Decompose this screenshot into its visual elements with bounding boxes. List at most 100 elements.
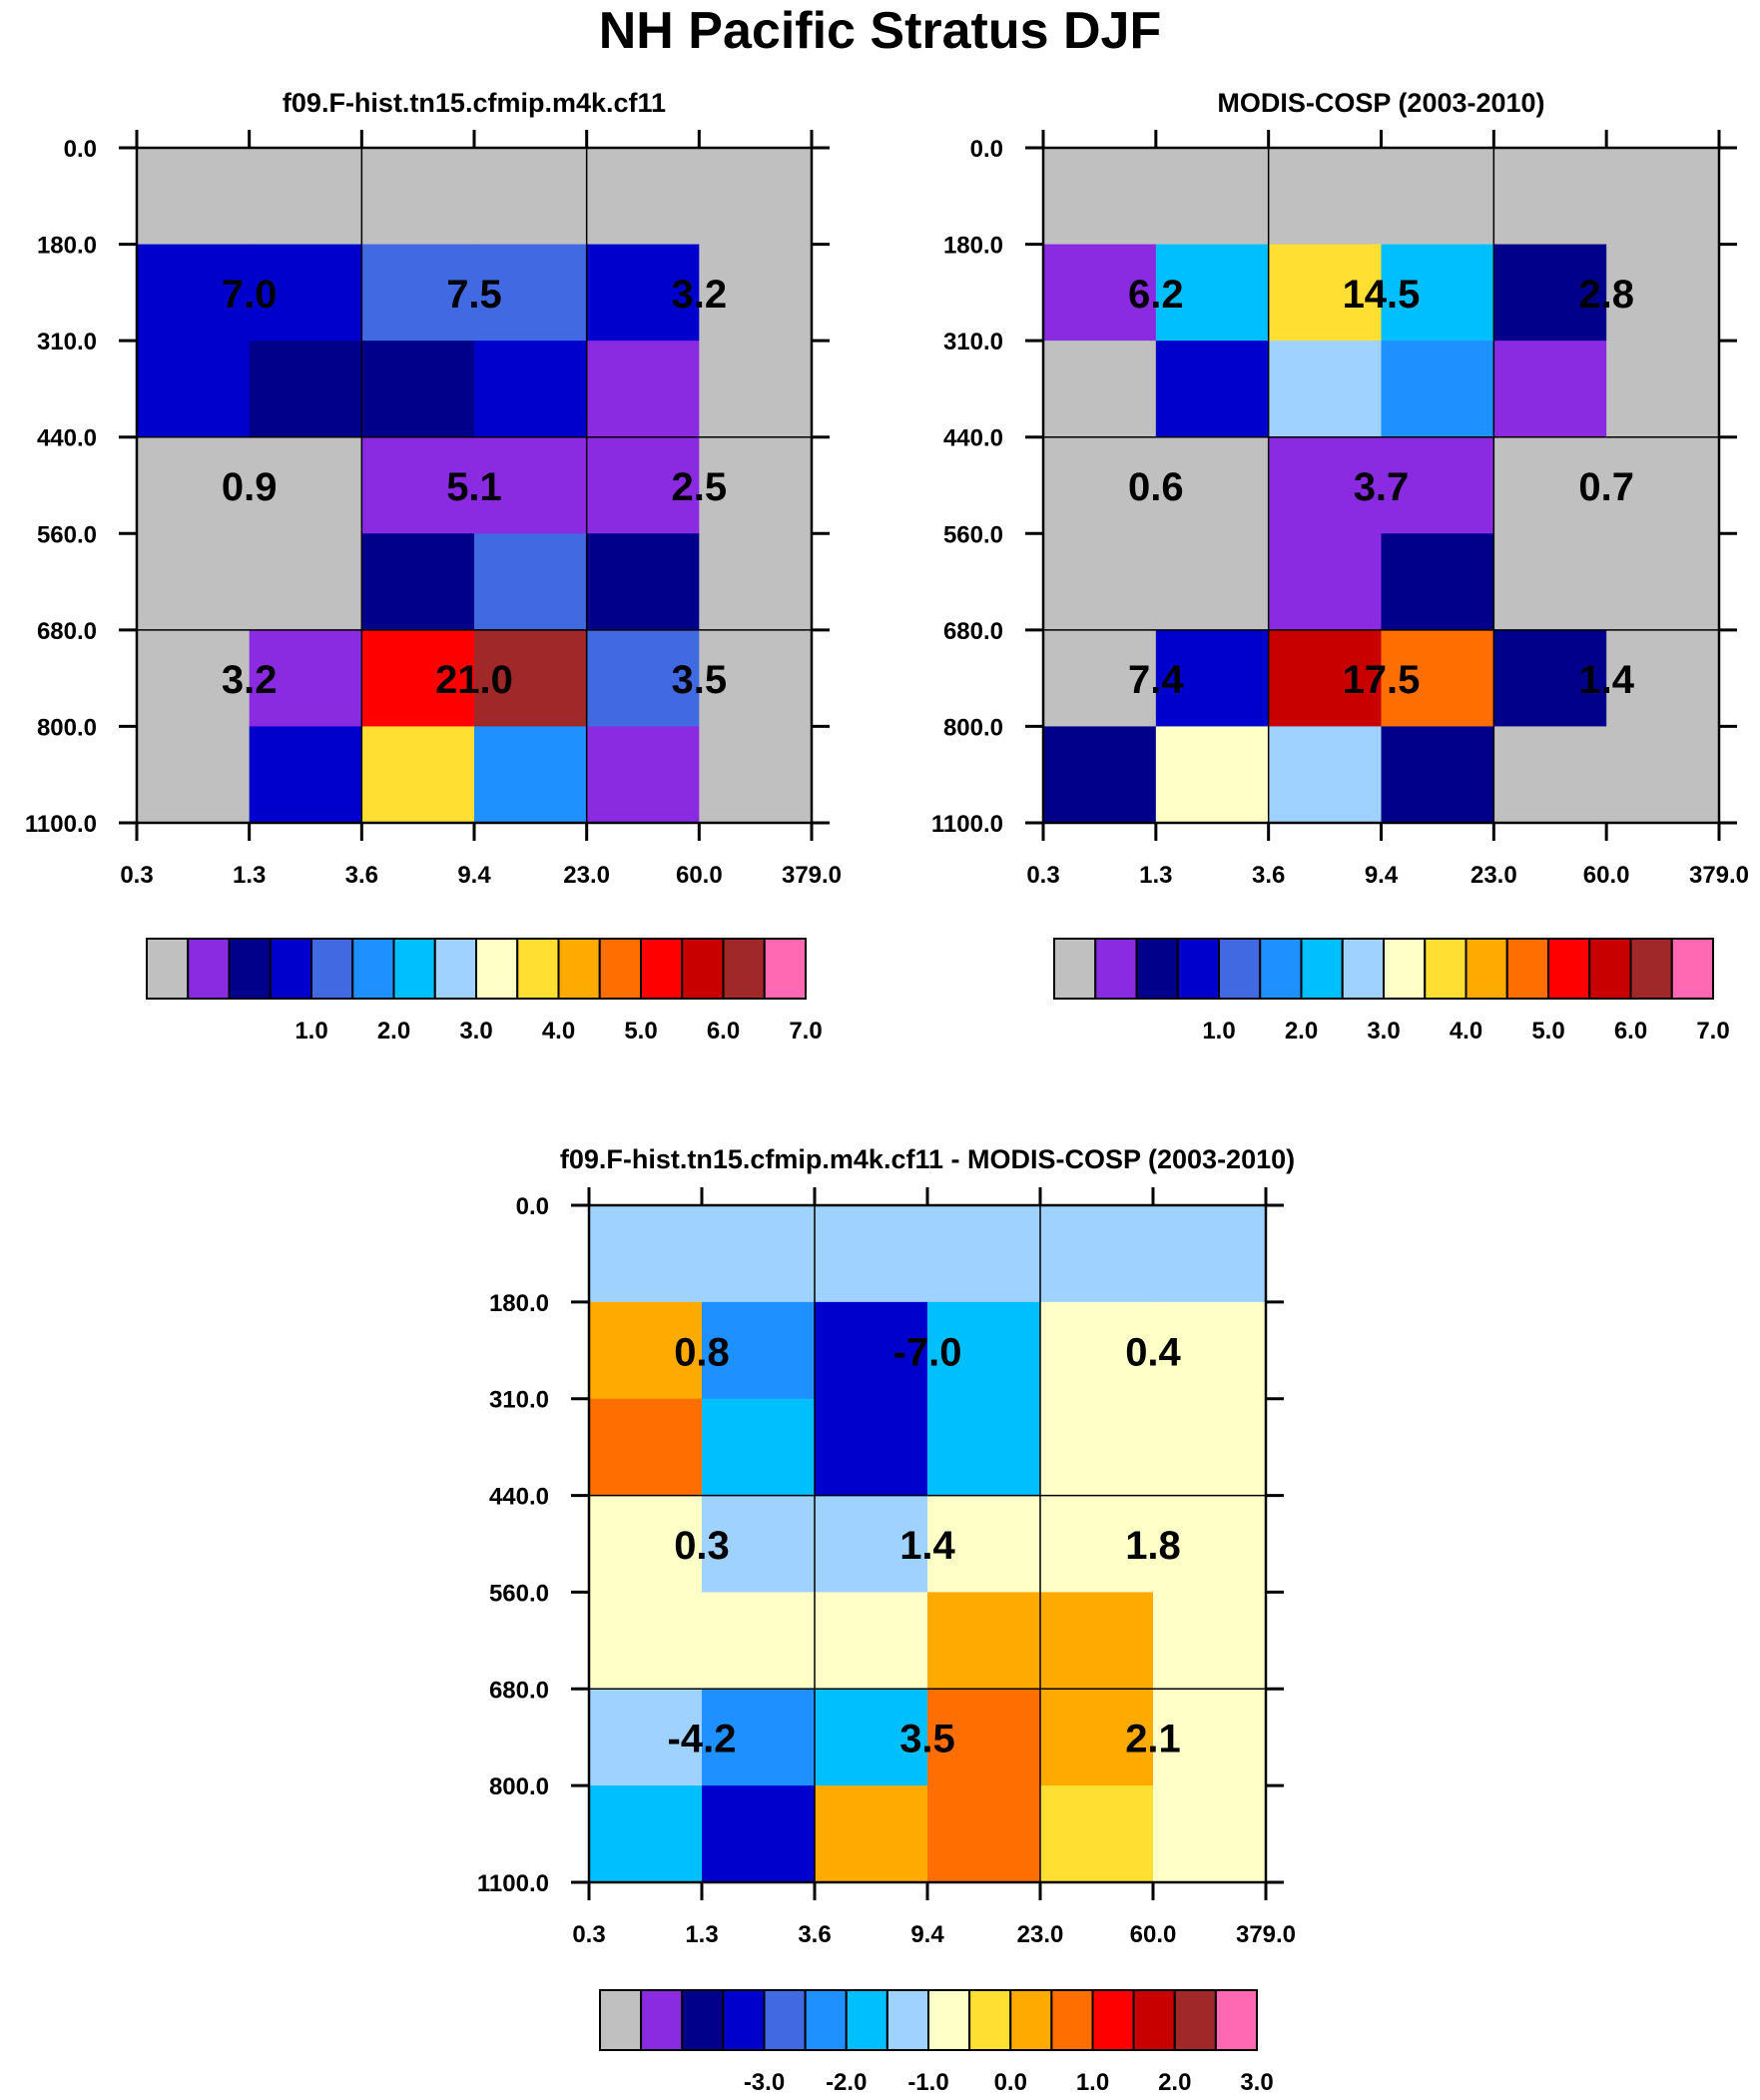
panel-title: MODIS-COSP (2003-2010) [1217, 88, 1544, 118]
heatmap-cell [927, 1689, 1041, 1786]
heatmap-cell [1606, 244, 1720, 342]
heatmap-cell [702, 1785, 816, 1883]
box-value: 14.5 [1343, 273, 1421, 317]
y-tick-label: 310.0 [37, 329, 97, 355]
panel-title: f09.F-hist.tn15.cfmip.m4k.cf11 - MODIS-C… [560, 1144, 1295, 1174]
heatmap-cell [1040, 1205, 1154, 1303]
heatmap-cell [361, 533, 475, 631]
heatmap-cell [1606, 341, 1720, 438]
y-tick-label: 180.0 [37, 233, 97, 260]
y-tick-label: 310.0 [489, 1387, 549, 1414]
colorbar-label: -1.0 [907, 2069, 948, 2096]
heatmap-cell [1606, 436, 1720, 534]
heatmap-cell [1381, 148, 1494, 246]
colorbar-box [1176, 938, 1220, 1000]
heatmap-cell [1606, 533, 1720, 631]
heatmap-cell [361, 148, 475, 246]
heatmap-cell [815, 1398, 928, 1497]
box-value: 17.5 [1343, 658, 1421, 702]
colorbar-box [1132, 1989, 1176, 2051]
heatmap-cell [474, 533, 588, 631]
heatmap-cell [137, 341, 251, 438]
x-tick-label: 0.3 [120, 862, 153, 889]
y-tick-label: 560.0 [37, 521, 97, 548]
x-tick-label: 60.0 [676, 862, 723, 889]
heatmap-cell [137, 533, 251, 631]
y-tick-label: 680.0 [489, 1677, 549, 1704]
colorbar-box [1009, 1989, 1053, 2051]
y-tick-label: 560.0 [489, 1580, 549, 1607]
heatmap-cell [1040, 1495, 1154, 1594]
x-tick-label: 60.0 [1583, 862, 1630, 889]
heatmap-cell [1043, 148, 1157, 246]
colorbar-box [269, 938, 312, 1000]
colorbar-box [1505, 938, 1549, 1000]
box-value: 3.5 [899, 1718, 955, 1761]
heatmap-cell [474, 436, 588, 534]
heatmap-cell [137, 436, 251, 534]
colorbar-box [845, 1989, 888, 2051]
heatmap-cell [1043, 244, 1157, 342]
colorbar-label: 6.0 [707, 1018, 740, 1045]
colorbar-label: 3.0 [1367, 1018, 1400, 1045]
colorbar-box [722, 938, 766, 1000]
colorbar-box [1214, 1989, 1258, 2051]
colorbar-box [1588, 938, 1632, 1000]
heatmap-cell [1155, 148, 1270, 246]
box-value: 3.7 [1354, 465, 1410, 509]
colorbar-label: 7.0 [789, 1018, 822, 1045]
colorbar-box [1424, 938, 1467, 1000]
heatmap-cell [586, 533, 700, 631]
box-value: 0.4 [1125, 1330, 1181, 1374]
heatmap-cell [699, 148, 813, 246]
colorbar-box [392, 938, 436, 1000]
colorbar-box [927, 1989, 971, 2051]
y-tick-label: 0.0 [64, 136, 97, 163]
heatmap-cell [927, 1495, 1041, 1594]
heatmap-cell [1606, 726, 1720, 824]
heatmap-cell [1493, 629, 1607, 728]
heatmap-cell [699, 533, 813, 631]
heatmap-cell [589, 1689, 703, 1786]
x-tick-label: 9.4 [1365, 862, 1399, 889]
heatmap-cell [137, 629, 251, 728]
colorbar-box [1670, 938, 1714, 1000]
heatmap-cell [589, 1495, 703, 1594]
heatmap-cell [1155, 341, 1270, 438]
heatmap-cell [1043, 629, 1157, 728]
y-tick-label: 440.0 [943, 425, 1003, 452]
colorbar-label: 4.0 [542, 1018, 575, 1045]
heatmap-cell [1155, 629, 1270, 728]
box-value: 21.0 [435, 658, 513, 702]
heatmap-cell [699, 341, 813, 438]
colorbar-label: 0.0 [994, 2069, 1027, 2096]
heatmap-cell [137, 726, 251, 824]
colorbar-label: 6.0 [1614, 1018, 1647, 1045]
y-tick-label: 800.0 [943, 714, 1003, 741]
heatmap-cell [1155, 533, 1270, 631]
heatmap-cell [249, 629, 362, 728]
colorbar-box [146, 938, 190, 1000]
colorbar-label: 3.0 [1240, 2069, 1273, 2096]
colorbar-box [763, 1989, 807, 2051]
colorbar-label: 3.0 [459, 1018, 492, 1045]
box-value: 7.4 [1128, 658, 1184, 702]
colorbar-label: 2.0 [377, 1018, 410, 1045]
colorbar-box [1091, 1989, 1135, 2051]
colorbar-box [599, 1989, 643, 2051]
colorbar-label: 1.0 [1076, 2069, 1109, 2096]
heatmap-cell [1268, 726, 1383, 824]
box-value: 3.2 [222, 658, 278, 702]
colorbar-label: 7.0 [1696, 1018, 1729, 1045]
heatmap-cell [1381, 436, 1494, 534]
x-tick-label: 60.0 [1130, 1921, 1177, 1948]
heatmap-cell [474, 148, 588, 246]
heatmap-cell [927, 1398, 1041, 1497]
heatmap-cell [1153, 1592, 1267, 1690]
heatmap-cell [137, 244, 251, 342]
colorbar-label: 5.0 [1531, 1018, 1564, 1045]
heatmap-cell [1493, 436, 1607, 534]
heatmap-cell [1493, 244, 1607, 342]
heatmap-cell [1155, 726, 1270, 824]
